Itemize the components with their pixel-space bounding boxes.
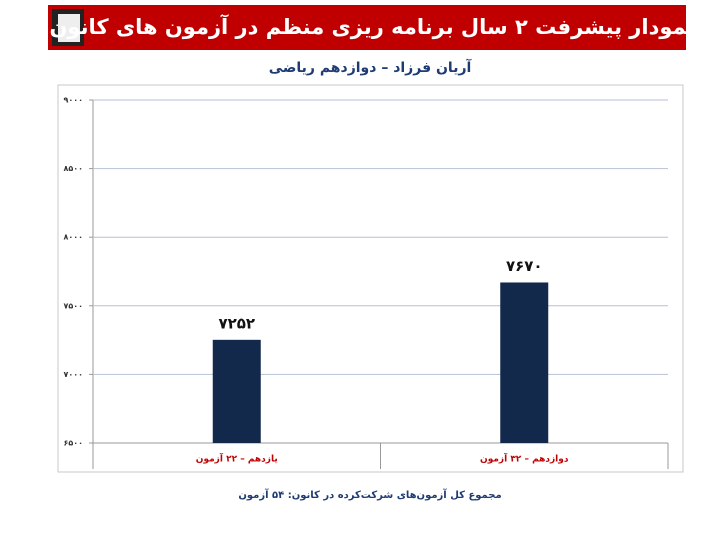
y-tick-label: ۶۵۰۰ — [63, 439, 83, 448]
x-tick-label: دوازدهم – ۳۲ آزمون — [480, 453, 569, 465]
y-tick-label: ۷۵۰۰ — [63, 301, 83, 310]
bar — [212, 339, 261, 443]
chart-title: نمودار پیشرفت ۲ سال برنامه ریزی منظم در … — [49, 14, 694, 39]
y-tick-label: ۹۰۰۰ — [63, 96, 83, 105]
logo — [58, 14, 80, 42]
x-tick-label: یازدهم – ۲۲ آزمون — [196, 453, 278, 465]
chart-frame — [57, 84, 684, 473]
data-label: ۷۶۷۰ — [506, 257, 543, 275]
data-label: ۷۲۵۲ — [218, 314, 255, 332]
y-tick-label: ۷۰۰۰ — [63, 370, 83, 379]
y-tick-label: ۸۰۰۰ — [63, 233, 83, 242]
y-tick-label: ۸۵۰۰ — [63, 164, 83, 173]
title-bar — [48, 5, 686, 50]
bar — [500, 282, 549, 443]
footnote: مجموع کل آزمون‌های شرکت‌کرده در کانون: ۵… — [238, 488, 501, 501]
chart-subtitle: آریان فرزاد – دوازدهم ریاضی — [269, 58, 473, 76]
